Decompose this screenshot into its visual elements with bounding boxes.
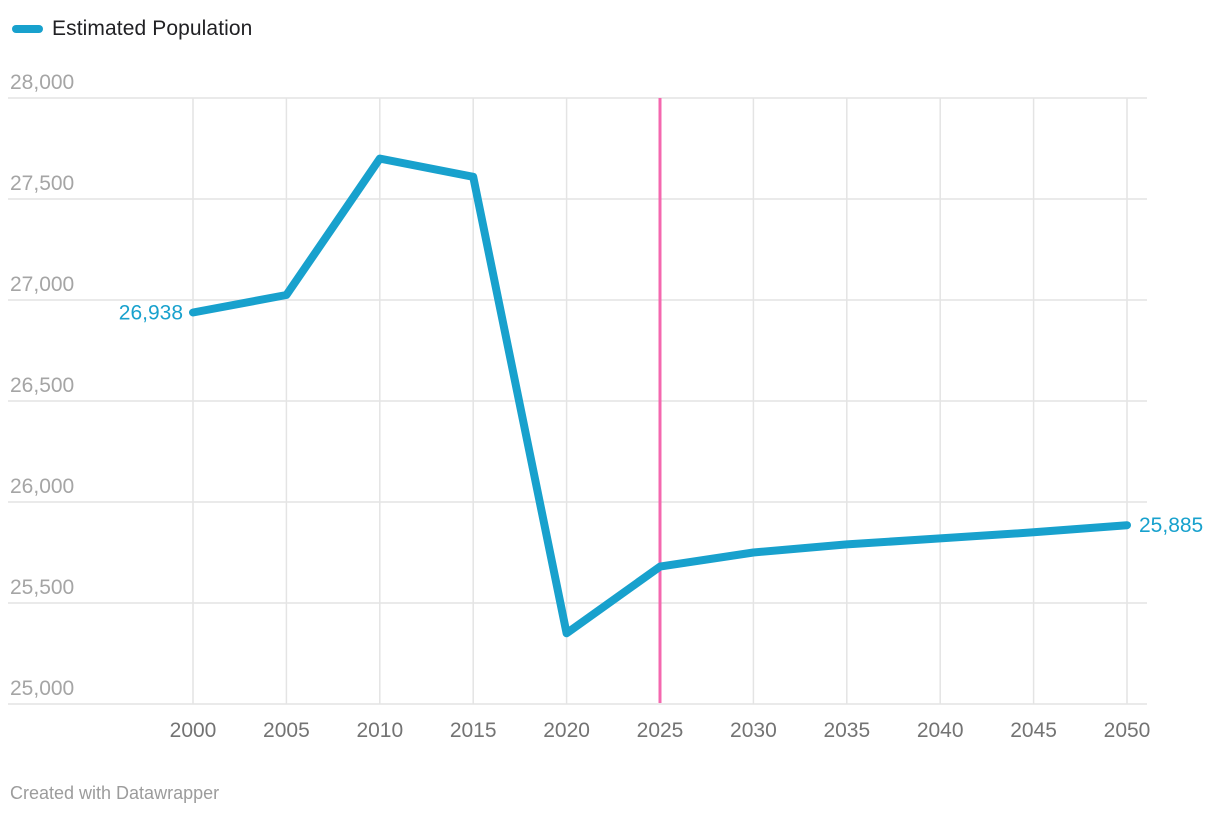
x-axis-tick-label: 2010	[356, 719, 403, 742]
y-axis-tick-label: 26,000	[10, 475, 74, 498]
series-color-swatch-icon	[12, 25, 43, 33]
x-axis-tick-label: 2015	[450, 719, 497, 742]
x-axis-tick-label: 2030	[730, 719, 777, 742]
y-axis-tick-label: 27,000	[10, 273, 74, 296]
x-axis-tick-label: 2045	[1010, 719, 1057, 742]
legend-series-label: Estimated Population	[52, 17, 253, 40]
start-value-label: 26,938	[119, 302, 183, 325]
x-axis-tick-label: 2000	[170, 719, 217, 742]
chart-legend: Estimated Population	[12, 17, 252, 41]
y-axis-tick-label: 25,000	[10, 677, 74, 700]
end-value-label: 25,885	[1139, 514, 1203, 537]
y-axis-tick-label: 27,500	[10, 172, 74, 195]
y-axis-tick-label: 26,500	[10, 374, 74, 397]
x-axis-tick-label: 2025	[637, 719, 684, 742]
x-axis-tick-label: 2020	[543, 719, 590, 742]
y-axis-tick-label: 28,000	[10, 71, 74, 94]
y-axis-tick-label: 25,500	[10, 576, 74, 599]
x-axis-tick-label: 2005	[263, 719, 310, 742]
x-axis-tick-label: 2040	[917, 719, 964, 742]
estimated-population-line	[189, 154, 1131, 638]
datawrapper-credit: Created with Datawrapper	[10, 783, 220, 803]
x-axis-tick-label: 2050	[1104, 719, 1151, 742]
x-axis-tick-label: 2035	[823, 719, 870, 742]
